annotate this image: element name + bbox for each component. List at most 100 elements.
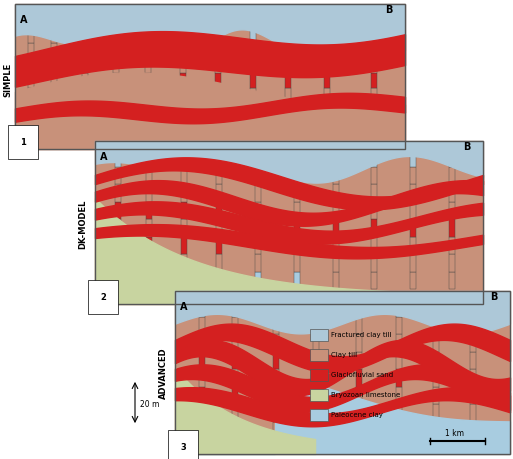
Bar <box>232 386 239 404</box>
Bar <box>180 59 186 74</box>
Bar <box>181 254 187 272</box>
Bar <box>180 74 186 89</box>
Bar <box>113 59 120 74</box>
Bar <box>28 28 33 44</box>
Bar <box>146 219 152 237</box>
Bar <box>371 119 377 134</box>
Bar <box>255 167 261 185</box>
Bar <box>324 44 330 59</box>
Bar <box>285 119 291 134</box>
Bar <box>255 237 261 254</box>
Bar <box>410 219 416 237</box>
Text: 1 km: 1 km <box>445 428 464 437</box>
Bar <box>449 167 455 185</box>
Bar <box>285 74 291 89</box>
Bar <box>324 89 330 104</box>
Bar <box>146 150 152 167</box>
Bar <box>272 352 279 369</box>
Bar <box>232 369 239 386</box>
Bar <box>410 167 416 185</box>
Bar <box>324 119 330 134</box>
Bar <box>232 421 239 439</box>
Bar <box>313 352 319 369</box>
Bar <box>250 44 256 59</box>
Bar <box>356 299 362 317</box>
Text: Paleocene clay: Paleocene clay <box>331 411 383 417</box>
Bar <box>313 421 319 439</box>
Bar <box>294 272 300 289</box>
Bar <box>371 219 378 237</box>
Bar <box>332 167 339 185</box>
Bar <box>250 74 256 89</box>
Bar <box>324 59 330 74</box>
Bar <box>332 254 339 272</box>
Bar <box>250 13 256 28</box>
Text: Bryozoan limestone: Bryozoan limestone <box>331 391 400 397</box>
Bar <box>215 44 221 59</box>
Bar <box>255 202 261 219</box>
Bar <box>113 104 120 119</box>
Bar <box>371 28 377 44</box>
Bar <box>356 421 362 439</box>
Bar <box>255 150 261 167</box>
Bar <box>470 421 476 439</box>
Bar <box>199 369 205 386</box>
Bar <box>310 409 328 421</box>
Bar <box>82 104 88 119</box>
Bar <box>146 237 152 254</box>
Bar <box>433 386 439 404</box>
Bar <box>272 299 279 317</box>
Bar <box>115 219 121 237</box>
Bar <box>215 119 221 134</box>
Bar <box>397 317 403 334</box>
Bar <box>371 272 378 289</box>
Bar <box>371 59 377 74</box>
Bar <box>324 74 330 89</box>
Bar <box>397 386 403 404</box>
Bar <box>82 59 88 74</box>
Bar <box>272 421 279 439</box>
Bar <box>115 272 121 289</box>
Bar <box>356 404 362 421</box>
Bar <box>324 13 330 28</box>
Bar <box>181 272 187 289</box>
Bar <box>285 13 291 28</box>
Bar <box>470 317 476 334</box>
Bar <box>82 44 88 59</box>
Bar <box>113 44 120 59</box>
Bar <box>115 202 121 219</box>
Bar <box>215 89 221 104</box>
Bar <box>470 369 476 386</box>
Bar <box>272 404 279 421</box>
Bar <box>115 150 121 167</box>
Bar <box>28 13 33 28</box>
Bar <box>216 254 222 272</box>
Bar <box>180 28 186 44</box>
Bar <box>313 317 319 334</box>
Bar <box>310 329 328 341</box>
Bar <box>232 352 239 369</box>
Bar <box>199 352 205 369</box>
Text: Glaciofluvial sand: Glaciofluvial sand <box>331 371 393 377</box>
Bar <box>181 167 187 185</box>
Bar <box>449 219 455 237</box>
Bar <box>215 28 221 44</box>
Bar <box>255 272 261 289</box>
Bar <box>470 299 476 317</box>
Bar <box>145 104 151 119</box>
Bar <box>145 74 151 89</box>
Bar <box>115 254 121 272</box>
Bar <box>332 219 339 237</box>
Bar <box>199 404 205 421</box>
Bar <box>371 167 378 185</box>
Bar <box>255 219 261 237</box>
Bar <box>285 28 291 44</box>
Bar <box>294 237 300 254</box>
Bar <box>181 237 187 254</box>
Bar <box>215 59 221 74</box>
Bar <box>180 104 186 119</box>
Bar <box>371 13 377 28</box>
Bar <box>433 334 439 352</box>
Polygon shape <box>15 142 95 304</box>
Bar <box>255 254 261 272</box>
